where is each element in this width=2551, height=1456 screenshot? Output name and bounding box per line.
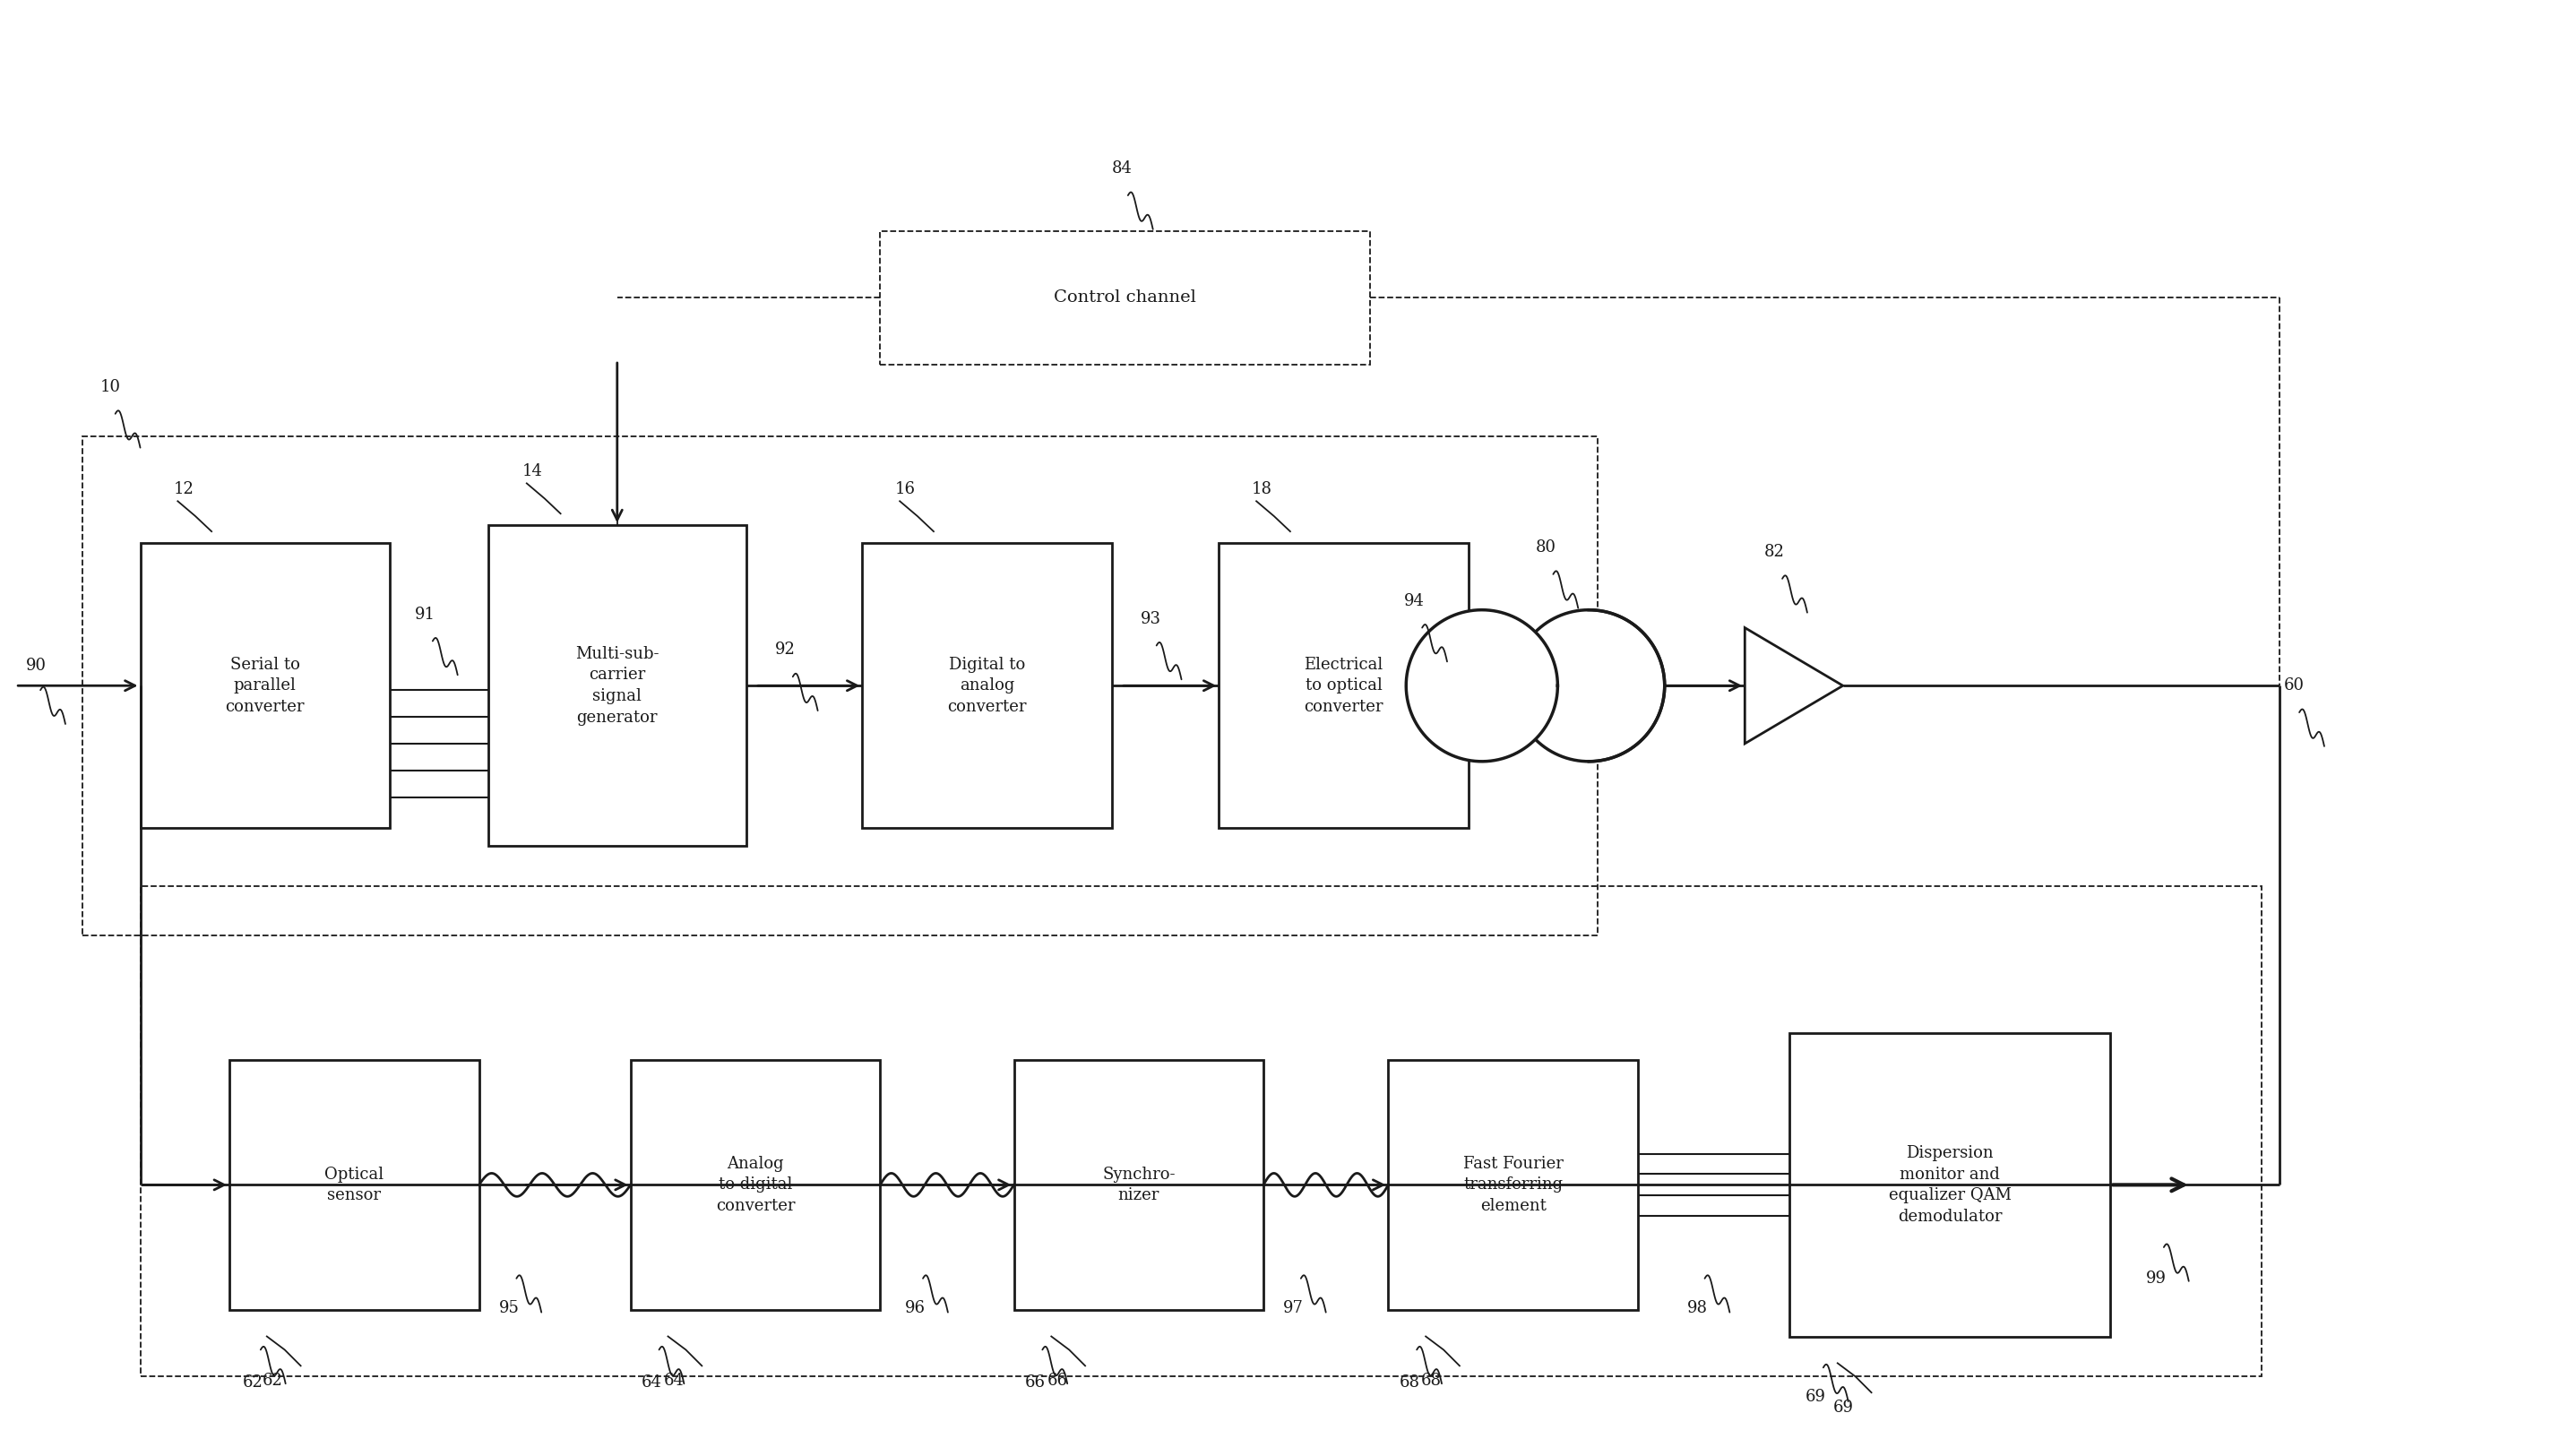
- Text: 97: 97: [1283, 1300, 1304, 1316]
- Text: 90: 90: [26, 658, 46, 674]
- Polygon shape: [1745, 628, 1842, 744]
- Text: 80: 80: [1536, 539, 1556, 556]
- Bar: [880, 232, 1370, 365]
- Text: 82: 82: [1765, 545, 1786, 561]
- Text: 99: 99: [2145, 1271, 2166, 1287]
- Text: 62: 62: [242, 1374, 263, 1390]
- Bar: [140, 887, 2263, 1376]
- Text: 68: 68: [1398, 1374, 1418, 1390]
- Text: 62: 62: [263, 1373, 283, 1389]
- Text: Analog
to digital
converter: Analog to digital converter: [717, 1156, 796, 1214]
- Text: 14: 14: [523, 463, 543, 480]
- Text: 69: 69: [1834, 1399, 1855, 1415]
- Bar: [1013, 1060, 1263, 1309]
- Bar: [140, 543, 390, 828]
- Bar: [487, 526, 747, 846]
- Bar: [630, 1060, 880, 1309]
- Text: 12: 12: [173, 482, 194, 498]
- Text: 10: 10: [99, 379, 120, 395]
- Text: Control channel: Control channel: [1054, 290, 1196, 306]
- Bar: [1388, 1060, 1638, 1309]
- Bar: [862, 543, 1112, 828]
- Text: 98: 98: [1686, 1300, 1707, 1316]
- Text: Dispersion
monitor and
equalizer QAM
demodulator: Dispersion monitor and equalizer QAM dem…: [1888, 1144, 2010, 1224]
- Text: 94: 94: [1403, 593, 1426, 609]
- Text: Electrical
to optical
converter: Electrical to optical converter: [1304, 657, 1383, 715]
- Bar: [1788, 1034, 2110, 1337]
- Text: 16: 16: [895, 482, 916, 498]
- Text: 92: 92: [776, 642, 796, 658]
- Text: 96: 96: [906, 1300, 926, 1316]
- Text: 68: 68: [1421, 1373, 1441, 1389]
- Bar: [82, 435, 1597, 935]
- Text: Serial to
parallel
converter: Serial to parallel converter: [224, 657, 304, 715]
- Text: 64: 64: [640, 1374, 661, 1390]
- Bar: [1219, 543, 1469, 828]
- Text: 66: 66: [1026, 1374, 1046, 1390]
- Text: Multi-sub-
carrier
signal
generator: Multi-sub- carrier signal generator: [577, 646, 658, 725]
- Text: 91: 91: [416, 606, 436, 622]
- Text: 64: 64: [663, 1373, 684, 1389]
- Text: 69: 69: [1806, 1389, 1827, 1405]
- Text: Synchro-
nizer: Synchro- nizer: [1102, 1166, 1176, 1204]
- Text: 60: 60: [2283, 677, 2304, 693]
- Text: Digital to
analog
converter: Digital to analog converter: [946, 657, 1026, 715]
- Circle shape: [1513, 610, 1666, 761]
- Text: 66: 66: [1046, 1373, 1066, 1389]
- Text: Optical
sensor: Optical sensor: [324, 1166, 383, 1204]
- Circle shape: [1406, 610, 1559, 761]
- Text: Fast Fourier
transferring
element: Fast Fourier transferring element: [1462, 1156, 1564, 1214]
- Text: 84: 84: [1112, 160, 1133, 176]
- Text: 95: 95: [497, 1300, 518, 1316]
- Text: 93: 93: [1140, 610, 1161, 628]
- Text: 18: 18: [1253, 482, 1273, 498]
- Bar: [230, 1060, 480, 1309]
